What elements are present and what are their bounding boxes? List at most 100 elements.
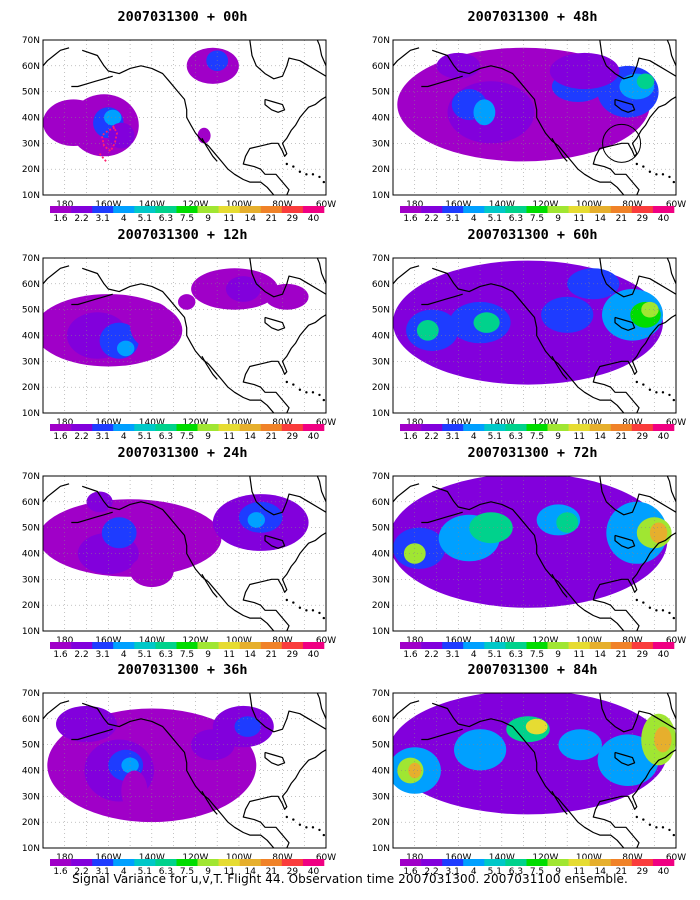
colorbar-swatch <box>134 424 156 431</box>
colorbar-swatch <box>652 206 675 213</box>
lon-tick-label: 80W <box>622 200 642 210</box>
colorbar-swatch <box>547 642 569 649</box>
colorbar-label: 2.2 <box>424 214 438 224</box>
lat-tick-label: 60N <box>372 498 390 508</box>
colorbar-swatch <box>568 424 590 431</box>
colorbar-label: 29 <box>637 214 649 224</box>
lon-tick-label: 120W <box>182 636 208 646</box>
colorbar-label: 7.5 <box>530 867 544 877</box>
lon-tick-label: 140W <box>139 200 165 210</box>
lat-tick-label: 10N <box>372 409 390 419</box>
lon-tick-label: 80W <box>622 636 642 646</box>
lon-tick-label: 60W <box>666 418 686 428</box>
lat-tick-label: 30N <box>22 575 40 585</box>
colorbar-swatch <box>505 859 527 866</box>
lon-tick-label: 160W <box>445 853 471 863</box>
colorbar-label: 4 <box>121 432 127 442</box>
variance-contour <box>473 312 500 333</box>
colorbar-swatch <box>547 859 569 866</box>
lat-tick-label: 40N <box>22 332 40 342</box>
flight-track-marker <box>100 124 118 153</box>
lon-tick-label: 80W <box>272 200 292 210</box>
lon-tick-label: 120W <box>532 200 558 210</box>
lat-tick-label: 40N <box>372 550 390 560</box>
colorbar-label: 4 <box>121 650 127 660</box>
variance-contour <box>121 770 148 812</box>
colorbar-swatch <box>281 424 304 431</box>
colorbar: 1.6 2.2 3.1 4 5.1 6.3 7.5 9 11 14 21 29 40 <box>400 424 675 442</box>
colorbar-swatch <box>610 642 633 649</box>
colorbar-swatch <box>400 642 422 649</box>
colorbar-swatch <box>176 642 198 649</box>
lat-tick-label: 10N <box>372 627 390 637</box>
colorbar-swatch <box>197 859 219 866</box>
colorbar-label: 40 <box>658 432 670 442</box>
colorbar-swatch <box>155 859 177 866</box>
colorbar-swatch <box>526 206 548 213</box>
colorbar-label: 29 <box>637 867 649 877</box>
lon-tick-label: 100W <box>226 636 252 646</box>
lon-tick-label: 60W <box>666 200 686 210</box>
lon-tick-label: 160W <box>445 636 471 646</box>
lat-tick-label: 20N <box>372 383 390 393</box>
lat-tick-label: 50N <box>372 306 390 316</box>
lat-tick-label: 10N <box>22 191 40 201</box>
lat-tick-label: 40N <box>22 767 40 777</box>
colorbar-label: 11 <box>223 867 234 877</box>
lon-tick-label: 60W <box>316 200 336 210</box>
colorbar-swatch <box>260 642 283 649</box>
variance-contour <box>403 543 426 564</box>
lon-tick-label: 60W <box>666 853 686 863</box>
colorbar-swatch <box>176 424 198 431</box>
colorbar-swatch <box>134 642 156 649</box>
lat-tick-label: 10N <box>372 191 390 201</box>
lat-tick-label: 30N <box>372 792 390 802</box>
colorbar-label: 5.1 <box>488 214 502 224</box>
colorbar-swatch <box>71 859 93 866</box>
colorbar-swatch <box>421 424 443 431</box>
lat-tick-label: 70N <box>22 36 40 46</box>
colorbar-swatch <box>113 424 135 431</box>
variance-contour <box>234 716 261 737</box>
colorbar-label: 4 <box>471 432 477 442</box>
colorbar-swatch <box>421 642 443 649</box>
colorbar-label: 9 <box>205 867 211 877</box>
colorbar-swatch <box>442 642 464 649</box>
lon-tick-label: 160W <box>95 853 121 863</box>
colorbar: 1.6 2.2 3.1 4 5.1 6.3 7.5 9 11 14 21 29 40 <box>50 859 325 877</box>
panel-title: 2007031300 + 72h <box>467 445 598 461</box>
colorbar-swatch <box>92 206 114 213</box>
colorbar-swatch <box>134 206 156 213</box>
lat-tick-label: 40N <box>372 114 390 124</box>
lon-tick-label: 140W <box>489 636 515 646</box>
colorbar-label: 21 <box>266 650 277 660</box>
colorbar-swatch <box>50 642 72 649</box>
lon-tick-label: 180 <box>56 200 73 210</box>
colorbar-label: 2.2 <box>74 867 88 877</box>
colorbar-swatch <box>239 859 262 866</box>
colorbar-swatch <box>568 859 590 866</box>
colorbar-label: 14 <box>594 867 606 877</box>
variance-contour <box>525 718 548 735</box>
colorbar-swatch <box>631 642 654 649</box>
variance-contour <box>117 340 135 357</box>
colorbar-label: 14 <box>244 214 256 224</box>
colorbar-swatch <box>239 424 262 431</box>
colorbar-swatch <box>400 206 422 213</box>
colorbar-swatch <box>218 206 240 213</box>
map-frame <box>42 257 327 414</box>
colorbar: 1.6 2.2 3.1 4 5.1 6.3 7.5 9 11 14 21 29 40 <box>50 642 325 660</box>
colorbar-swatch <box>442 859 464 866</box>
colorbar-label: 1.6 <box>53 650 68 660</box>
colorbar-swatch <box>281 859 304 866</box>
colorbar-swatch <box>631 206 654 213</box>
lon-tick-label: 100W <box>226 200 252 210</box>
colorbar-label: 21 <box>616 214 627 224</box>
lon-tick-label: 160W <box>95 418 121 428</box>
colorbar-swatch <box>302 424 325 431</box>
lat-tick-label: 60N <box>22 62 40 72</box>
variance-contour <box>636 73 655 90</box>
colorbar-label: 6.3 <box>159 867 173 877</box>
map-plot: 70N 60N 50N 40N 30N 20N 10N 180 160W 140W 120W 100W… <box>372 254 686 442</box>
variance-field <box>393 476 672 608</box>
